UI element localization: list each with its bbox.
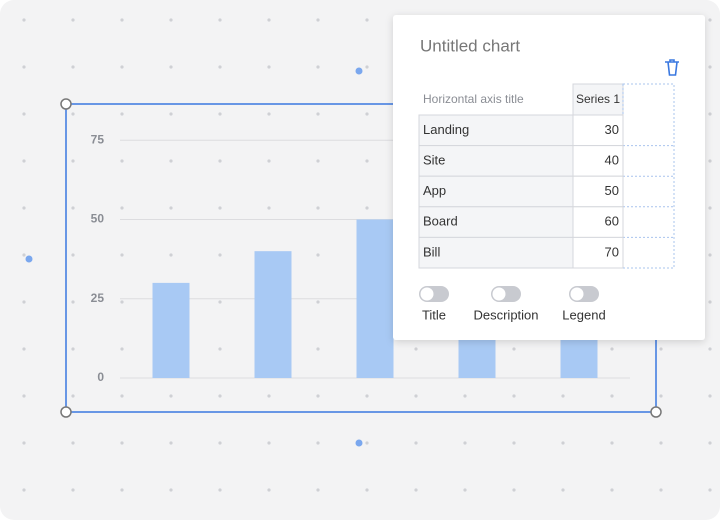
category-cell[interactable]	[418, 145, 574, 177]
category-cell[interactable]	[418, 236, 574, 269]
connector-handle[interactable]	[25, 255, 33, 263]
panel-title[interactable]: Untitled chart	[420, 36, 520, 55]
toggle-knob	[492, 287, 506, 301]
value-cell[interactable]	[572, 236, 624, 269]
value-label: 40	[605, 153, 619, 168]
toggle-label[interactable]: Title	[422, 307, 446, 322]
series-header[interactable]: Series 1	[576, 92, 620, 106]
bar[interactable]	[356, 219, 394, 378]
resize-handle[interactable]	[60, 98, 72, 110]
connector-handle[interactable]	[355, 439, 363, 447]
category-label: Site	[423, 153, 445, 168]
toggles: Title Description Legend	[419, 286, 606, 322]
category-cell[interactable]	[418, 175, 574, 208]
series-header-cell[interactable]	[572, 83, 624, 116]
category-cell[interactable]	[418, 206, 574, 238]
category-label: App	[423, 183, 446, 198]
value-label: 60	[605, 214, 619, 229]
y-tick-label: 50	[91, 212, 105, 226]
category-label: Bill	[423, 244, 440, 259]
toggle-knob	[570, 287, 584, 301]
toggle-label[interactable]: Description	[473, 307, 538, 322]
chart-editor-panel: Untitled chart Horizontal axis title Ser…	[393, 15, 705, 340]
horizontal-axis-header[interactable]: Horizontal axis title	[423, 92, 524, 106]
toggle-label[interactable]: Legend	[562, 307, 605, 322]
value-label: 30	[605, 122, 619, 137]
value-cell[interactable]	[572, 206, 624, 238]
value-cell[interactable]	[572, 114, 624, 147]
bar[interactable]	[152, 282, 190, 378]
y-tick-label: 0	[97, 370, 104, 384]
connector-handle[interactable]	[355, 67, 363, 75]
resize-handle[interactable]	[60, 406, 72, 418]
toggle-knob	[420, 287, 434, 301]
data-rows: Landing 30 Site 40 App 50 Board 60 Bill 70	[418, 114, 674, 269]
value-label: 70	[605, 244, 619, 259]
category-label: Landing	[423, 122, 469, 137]
value-label: 50	[605, 183, 619, 198]
resize-handle[interactable]	[650, 406, 662, 418]
delete-icon[interactable]	[665, 59, 679, 76]
y-tick-label: 75	[91, 132, 105, 146]
value-cell[interactable]	[572, 145, 624, 177]
value-cell[interactable]	[572, 175, 624, 208]
bar[interactable]	[254, 251, 292, 378]
category-label: Board	[423, 214, 458, 229]
y-tick-label: 25	[91, 291, 105, 305]
